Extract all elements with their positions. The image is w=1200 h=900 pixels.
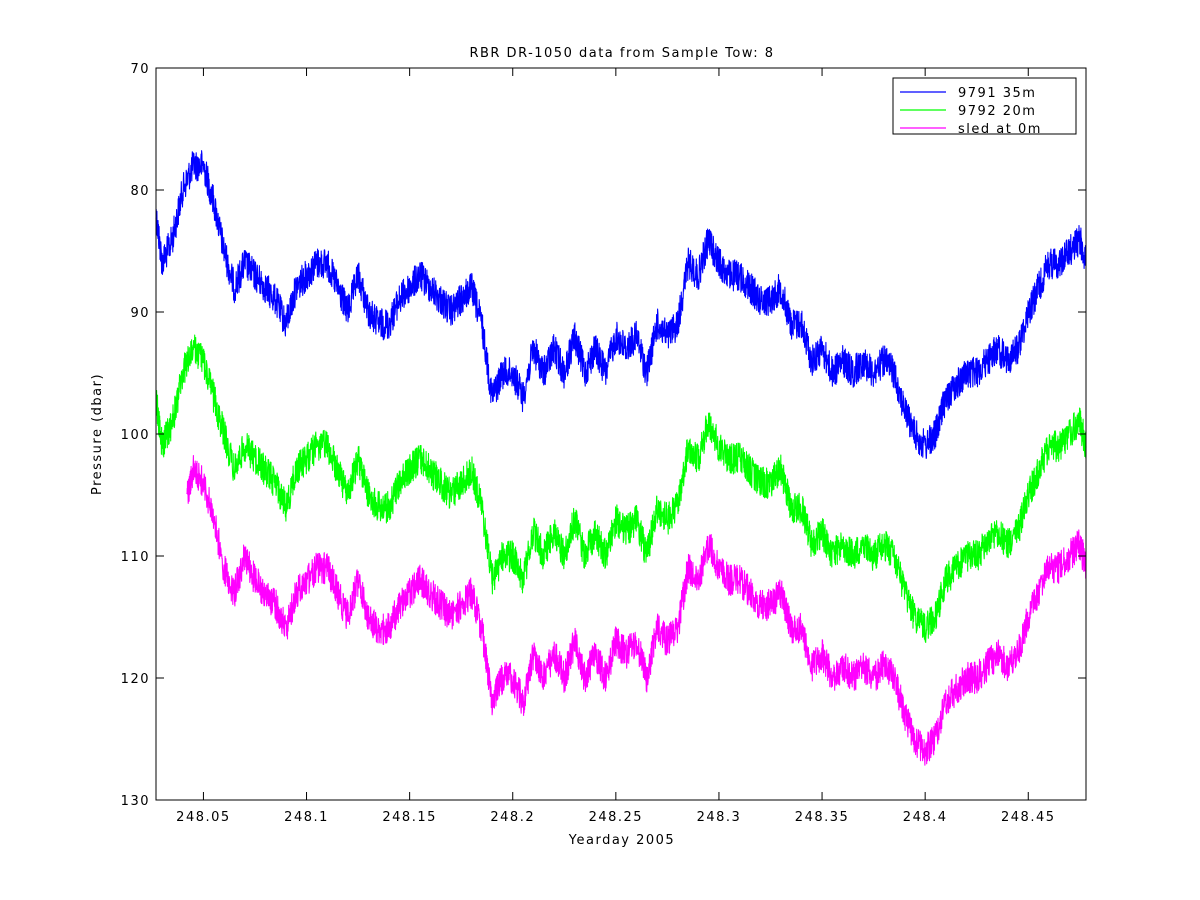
- x-tick-label: 248.4: [903, 810, 948, 825]
- x-tick-label: 248.2: [490, 810, 535, 825]
- y-tick-label: 110: [121, 550, 150, 565]
- x-tick-label: 248.1: [284, 810, 329, 825]
- legend-label: sled at 0m: [958, 122, 1042, 137]
- x-tick-label: 248.3: [697, 810, 742, 825]
- legend: 9791 35m 9792 20m sled at 0m: [892, 77, 1077, 137]
- y-tick-label: 100: [121, 428, 150, 443]
- x-axis: 248.05 248.1 248.15 248.2 248.25 248.3 248.35 2…: [176, 68, 1056, 825]
- y-tick-label: 90: [130, 306, 150, 321]
- chart-title: RBR DR-1050 data from Sample Tow: 8: [469, 46, 774, 61]
- series-layer: [155, 150, 1087, 766]
- series-line: [155, 334, 1087, 644]
- series-3: [186, 455, 1087, 766]
- x-tick-label: 248.25: [589, 810, 644, 825]
- series-2: [155, 334, 1087, 644]
- series-line: [155, 150, 1087, 460]
- legend-label: 9792 20m: [958, 104, 1036, 119]
- y-axis-label: Pressure (dbar): [90, 373, 105, 495]
- series-1: [155, 150, 1087, 460]
- plot-frame: [155, 67, 1087, 801]
- x-tick-label: 248.45: [1001, 810, 1056, 825]
- y-tick-label: 130: [121, 794, 150, 809]
- y-axis: 70 80 90 100 110 120 130: [121, 62, 1086, 809]
- legend-box: [892, 77, 1077, 135]
- y-tick-label: 120: [121, 672, 150, 687]
- series-line: [186, 455, 1087, 766]
- x-tick-label: 248.05: [176, 810, 231, 825]
- legend-label: 9791 35m: [958, 86, 1036, 101]
- x-tick-label: 248.15: [382, 810, 437, 825]
- y-tick-label: 70: [130, 62, 150, 77]
- x-axis-label: Yearday 2005: [568, 833, 675, 848]
- y-tick-label: 80: [130, 184, 150, 199]
- x-tick-label: 248.35: [795, 810, 850, 825]
